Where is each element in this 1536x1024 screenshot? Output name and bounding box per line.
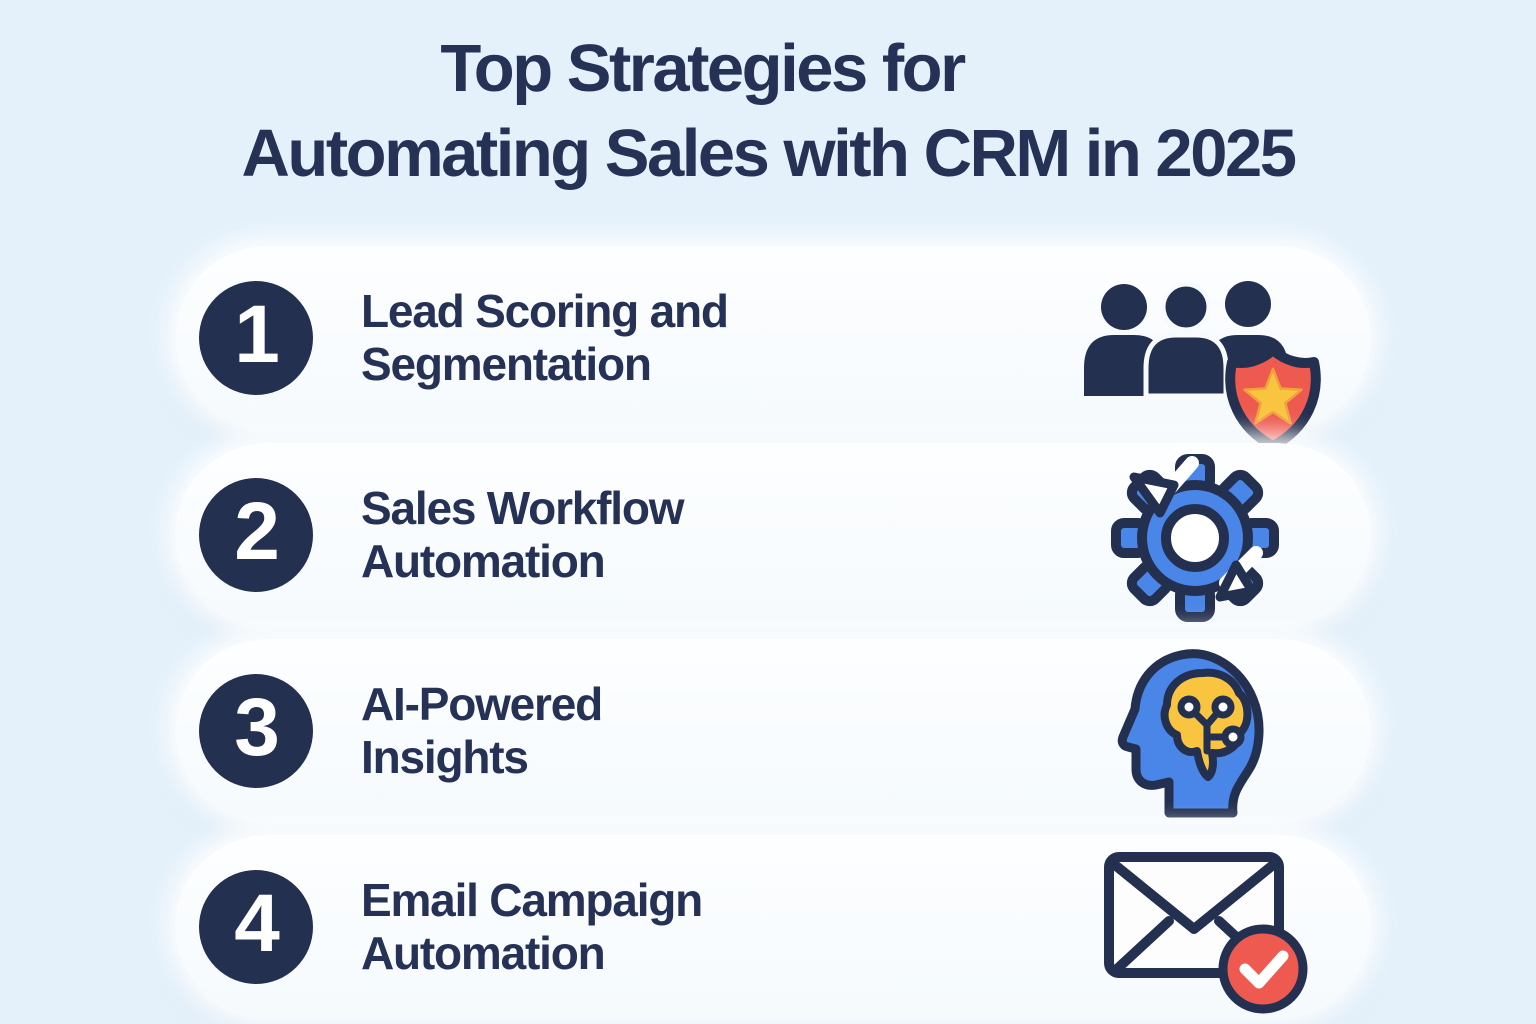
strategy-label-line-2: Automation	[361, 927, 606, 979]
number-badge: 2	[199, 478, 313, 592]
strategy-label: Sales Workflow Automation	[361, 443, 685, 627]
strategy-row-workflow: 2 Sales Workflow Automation	[175, 443, 1371, 627]
strategy-label-line-2: Segmentation	[361, 338, 652, 390]
badge-number: 2	[234, 486, 280, 577]
title-line-2: Automating Sales with CRM in 2025	[241, 116, 1297, 192]
badge-number: 4	[234, 878, 280, 969]
strategy-label-line-1: Lead Scoring and	[361, 284, 729, 337]
title-line-1: Top Strategies for	[440, 31, 966, 106]
users-shield-star-icon	[1083, 268, 1328, 463]
strategy-label: Lead Scoring and Segmentation	[361, 246, 729, 430]
strategy-row-lead-scoring: 1 Lead Scoring and Segmentation	[175, 246, 1371, 451]
strategy-label-line-2: Insights	[361, 731, 529, 783]
strategy-row-ai-insights: 3 AI-Powered Insights	[175, 639, 1371, 823]
gear-sync-icon	[1110, 453, 1280, 623]
envelope-check-icon	[1103, 851, 1318, 1016]
strategy-label-line-1: AI-Powered	[361, 677, 603, 730]
strategy-label-line-1: Sales Workflow	[361, 481, 685, 534]
number-badge: 3	[199, 674, 313, 788]
number-badge: 4	[199, 870, 313, 984]
strategy-row-email: 4 Email Campaign Automation	[175, 835, 1371, 1019]
strategy-label: AI-Powered Insights	[361, 639, 603, 823]
badge-number: 1	[234, 289, 280, 380]
strategy-label-line-2: Automation	[361, 535, 606, 587]
infographic-title: Top Strategies for Automating Sales with…	[0, 26, 1536, 196]
strategy-label-line-1: Email Campaign	[361, 873, 703, 926]
head-brain-circuit-icon	[1117, 645, 1272, 820]
number-badge: 1	[199, 281, 313, 395]
strategy-label: Email Campaign Automation	[361, 835, 703, 1019]
badge-number: 3	[234, 682, 280, 773]
